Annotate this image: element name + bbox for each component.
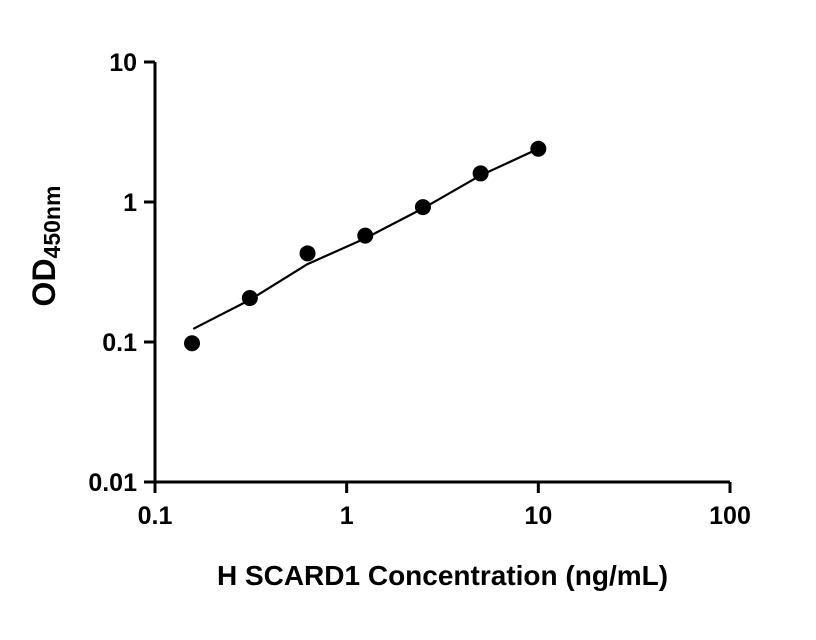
- y-axis-tick-label: 0.1: [102, 329, 137, 357]
- y-axis-tick-label: 0.01: [88, 469, 137, 497]
- x-axis-title: H SCARD1 Concentration (ng/mL): [216, 560, 669, 591]
- x-axis-tick-label: 0.1: [138, 502, 173, 530]
- data-point: [299, 245, 316, 262]
- y-axis-title: OD450nm: [26, 186, 66, 307]
- data-point: [357, 227, 374, 244]
- data-point: [530, 140, 547, 157]
- x-axis-tick-label: 1: [340, 502, 354, 530]
- y-axis-tick-label: 1: [123, 189, 137, 217]
- x-axis-tick-label: 100: [709, 502, 751, 530]
- y-axis-label-main: OD: [25, 258, 62, 307]
- data-point: [241, 290, 258, 307]
- x-axis-tick-label: 10: [524, 502, 552, 530]
- data-point: [472, 165, 489, 182]
- data-point: [414, 199, 431, 216]
- y-axis-label-subscript: 450nm: [39, 185, 66, 259]
- y-axis-tick-label: 10: [109, 49, 137, 77]
- data-point: [184, 335, 201, 352]
